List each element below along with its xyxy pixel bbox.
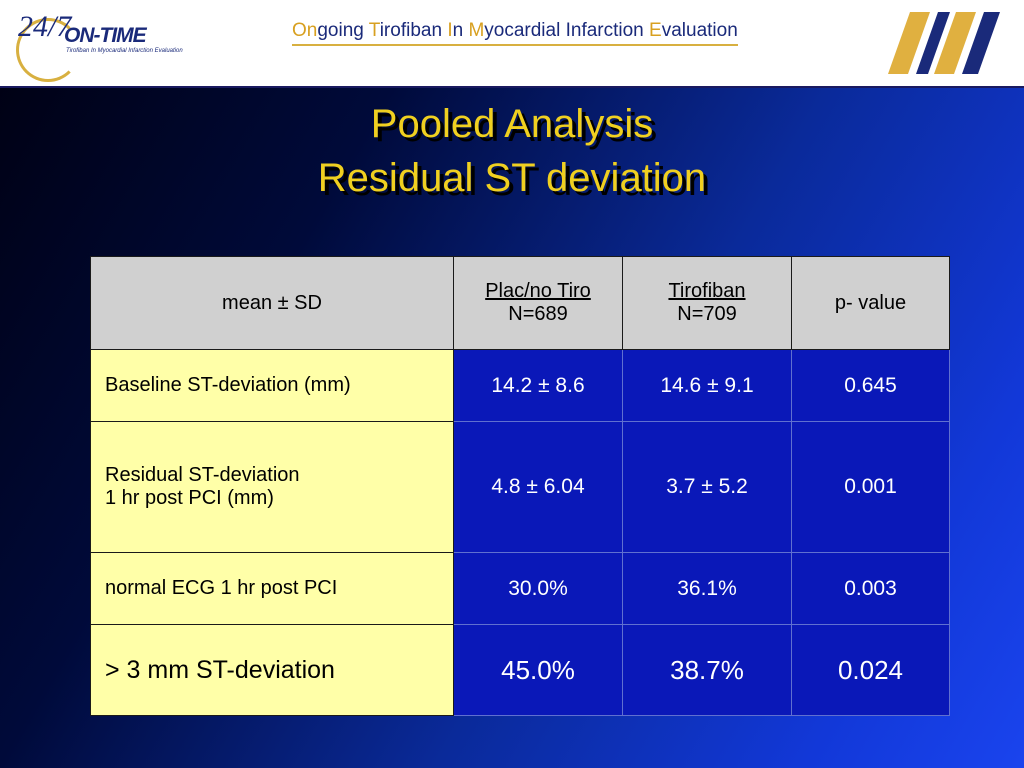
on-time-logo: 24/7 ON-TIME Tirofiban In Myocardial Inf… (14, 8, 183, 82)
header-placebo-label: Plac/no Tiro (485, 280, 591, 302)
header-p-value: p- value (791, 256, 950, 350)
tagline-part: n (452, 20, 469, 41)
tagline-part: M (468, 20, 485, 41)
logo-name: ON-TIME (64, 24, 147, 47)
table-row: normal ECG 1 hr post PCI 30.0% 36.1% 0.0… (90, 552, 950, 626)
tagline-part: E (649, 20, 662, 41)
row-label-line2: 1 hr post PCI (mm) (105, 487, 274, 510)
row-label: normal ECG 1 hr post PCI (90, 552, 454, 626)
logo-subtitle: Tirofiban In Myocardial Infarction Evalu… (66, 48, 183, 54)
tagline-part: yocardial Infarction (484, 20, 650, 41)
results-table: mean ± SD Plac/no Tiro N=689 Tirofiban N… (90, 256, 950, 716)
row-label: > 3 mm ST-deviation (90, 624, 454, 716)
row-label: Residual ST-deviation 1 hr post PCI (mm) (90, 421, 454, 554)
p-value: 0.024 (791, 624, 950, 716)
logo-number: 24/7 (18, 10, 72, 43)
p-value: 0.645 (791, 348, 950, 423)
header-tirofiban-n: N=709 (677, 303, 737, 325)
stripes-logo-icon (888, 12, 1000, 74)
placebo-value: 14.2 ± 8.6 (453, 348, 623, 423)
tagline-part: I (447, 20, 453, 41)
table-header-row: mean ± SD Plac/no Tiro N=689 Tirofiban N… (90, 256, 950, 350)
tagline-part: irofiban (379, 20, 448, 41)
tagline-part: T (368, 20, 380, 41)
tirofiban-value: 36.1% (622, 552, 792, 626)
table-row: Baseline ST-deviation (mm) 14.2 ± 8.6 14… (90, 348, 950, 423)
placebo-value: 45.0% (453, 624, 623, 716)
placebo-value: 4.8 ± 6.04 (453, 421, 623, 554)
header-placebo: Plac/no Tiro N=689 (453, 256, 623, 350)
header-tirofiban-label: Tirofiban (668, 280, 746, 302)
tirofiban-value: 14.6 ± 9.1 (622, 348, 792, 423)
header-tirofiban: Tirofiban N=709 (622, 256, 792, 350)
tagline-part: On (292, 20, 318, 41)
p-value: 0.003 (791, 552, 950, 626)
study-tagline: Ongoing Tirofiban In Myocardial Infarcti… (292, 20, 738, 46)
tirofiban-value: 3.7 ± 5.2 (622, 421, 792, 554)
row-label-line1: Baseline ST-deviation (mm) (105, 374, 351, 397)
slide-title: Pooled Analysis (370, 102, 654, 146)
table-row: Residual ST-deviation 1 hr post PCI (mm)… (90, 421, 950, 554)
header-placebo-n: N=689 (508, 303, 568, 325)
placebo-value: 30.0% (453, 552, 623, 626)
header-mean-sd: mean ± SD (90, 256, 454, 350)
slide-subtitle: Residual ST deviation (317, 156, 707, 200)
row-label: Baseline ST-deviation (mm) (90, 348, 454, 423)
table-row: > 3 mm ST-deviation 45.0% 38.7% 0.024 (90, 624, 950, 716)
p-value: 0.001 (791, 421, 950, 554)
tirofiban-value: 38.7% (622, 624, 792, 716)
row-label-line1: Residual ST-deviation (105, 464, 300, 487)
row-label-line1: > 3 mm ST-deviation (105, 655, 335, 684)
header-bar: 24/7 ON-TIME Tirofiban In Myocardial Inf… (0, 0, 1024, 88)
tagline-part: going (317, 20, 369, 41)
logo-clock-ring (16, 18, 80, 82)
row-label-line1: normal ECG 1 hr post PCI (105, 577, 338, 600)
tagline-part: valuation (661, 20, 738, 41)
